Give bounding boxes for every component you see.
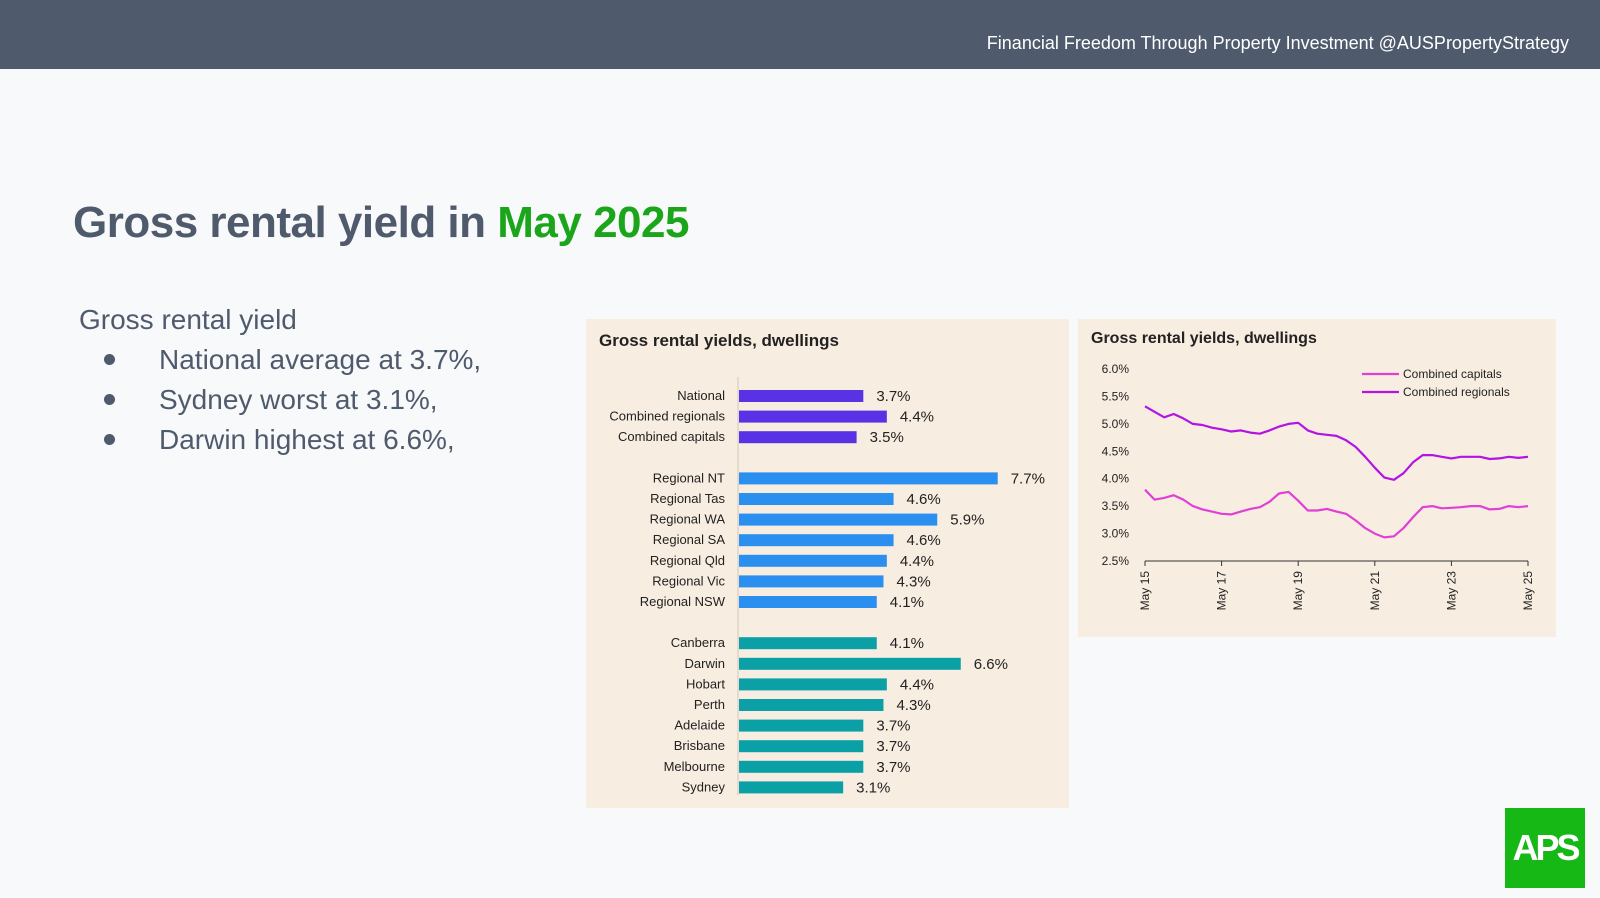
bar: [739, 493, 894, 505]
y-tick-label: 6.0%: [1102, 362, 1130, 376]
x-tick-label: May 17: [1215, 571, 1229, 611]
bar-category-label: Regional SA: [653, 532, 726, 547]
bar-category-label: Regional WA: [650, 512, 726, 527]
bar-value-label: 3.7%: [876, 738, 910, 755]
y-tick-label: 3.0%: [1102, 527, 1130, 541]
bar-value-label: 3.1%: [856, 779, 890, 796]
bar-category-label: Regional NSW: [640, 594, 726, 609]
y-tick-label: 5.5%: [1102, 389, 1130, 403]
bar-category-label: Regional Qld: [650, 553, 725, 568]
bar-value-label: 4.3%: [896, 573, 930, 590]
bar: [739, 513, 938, 526]
series-line: [1144, 405, 1529, 481]
bar: [739, 431, 857, 444]
bar: [739, 554, 887, 567]
bar-category-label: National: [677, 388, 725, 403]
page-title: Gross rental yield in May 2025: [73, 198, 689, 248]
series-line: [1144, 488, 1529, 539]
bullet-dot-icon: [104, 434, 115, 445]
bar-value-label: 3.7%: [876, 388, 910, 405]
bullet-dot-icon: [104, 394, 115, 405]
bar: [739, 575, 884, 588]
bar: [739, 699, 884, 711]
bullet-section: Gross rental yield National average at 3…: [79, 304, 481, 460]
bar-value-label: 6.6%: [974, 656, 1008, 673]
x-tick-label: May 23: [1444, 571, 1458, 611]
title-highlight: May 2025: [497, 198, 689, 247]
bar-category-label: Canberra: [671, 635, 726, 650]
bar-category-label: Darwin: [685, 656, 725, 671]
y-tick-label: 3.5%: [1102, 499, 1130, 513]
bar: [739, 760, 864, 773]
bar: [739, 472, 998, 485]
logo-text: APS: [1512, 827, 1580, 868]
bar-category-label: Adelaide: [674, 718, 725, 733]
line-chart-panel: Gross rental yields, dwellings 6.0% 5.5% 5…: [1078, 319, 1556, 637]
x-tick-label: May 19: [1291, 571, 1305, 611]
bar-value-label: 4.1%: [890, 635, 924, 652]
aps-logo: APS: [1505, 808, 1585, 888]
bar: [739, 678, 887, 691]
bullet-item: Sydney worst at 3.1%,: [79, 380, 481, 420]
bar-category-label: Combined capitals: [618, 429, 725, 444]
bar-category-label: Sydney: [682, 779, 726, 794]
bullet-item: Darwin highest at 6.6%,: [79, 420, 481, 460]
y-tick-label: 4.0%: [1102, 472, 1130, 486]
line-chart-title: Gross rental yields, dwellings: [1091, 330, 1317, 347]
bar-category-label: Perth: [694, 697, 725, 712]
x-tick-label: May 15: [1138, 571, 1152, 611]
bar-category-label: Brisbane: [674, 738, 725, 753]
bar: [739, 781, 844, 794]
bar: [739, 637, 877, 650]
legend-label: Combined capitals: [1403, 367, 1502, 381]
y-tick-label: 2.5%: [1102, 554, 1130, 568]
bar-value-label: 4.4%: [900, 676, 934, 693]
bar-value-label: 4.6%: [907, 491, 941, 508]
bullet-text: Darwin highest at 6.6%,: [159, 424, 455, 455]
bar: [739, 390, 864, 402]
bar-chart-panel: Gross rental yields, dwellings National 3…: [586, 319, 1069, 808]
bar-value-label: 4.3%: [896, 697, 930, 714]
bar-value-label: 4.4%: [900, 553, 934, 570]
y-tick-label: 4.5%: [1102, 444, 1130, 458]
bullet-list: National average at 3.7%, Sydney worst a…: [79, 340, 481, 460]
bar-chart: Gross rental yields, dwellings National 3…: [599, 331, 1045, 796]
bar-category-label: Combined regionals: [609, 409, 725, 424]
bar-value-label: 4.4%: [900, 409, 934, 426]
bar: [739, 740, 864, 753]
bullet-text: National average at 3.7%,: [159, 344, 482, 375]
bar: [739, 410, 887, 423]
bar: [739, 596, 877, 608]
x-tick-label: May 21: [1368, 571, 1382, 611]
bar: [739, 534, 894, 547]
bar-value-label: 3.5%: [870, 429, 904, 446]
title-main: Gross rental yield in: [73, 198, 498, 247]
bar-category-label: Melbourne: [664, 759, 725, 774]
header-bar: Financial Freedom Through Property Inves…: [0, 0, 1600, 69]
bullets-heading: Gross rental yield: [79, 304, 297, 335]
line-chart: Gross rental yields, dwellings 6.0% 5.5% 5…: [1091, 330, 1535, 611]
bar: [739, 719, 864, 732]
bar-value-label: 3.7%: [876, 718, 910, 735]
header-tagline: Financial Freedom Through Property Inves…: [986, 33, 1569, 53]
bullet-item: National average at 3.7%,: [79, 340, 481, 380]
bar-value-label: 4.6%: [907, 532, 941, 549]
bar-value-label: 7.7%: [1011, 470, 1045, 487]
bar-value-label: 3.7%: [876, 759, 910, 776]
bar-category-label: Regional NT: [653, 470, 725, 485]
bar-category-label: Hobart: [686, 676, 725, 691]
bullet-dot-icon: [104, 354, 115, 365]
bar-value-label: 5.9%: [950, 512, 984, 529]
x-tick-label: May 25: [1521, 571, 1535, 611]
legend-label: Combined regionals: [1403, 385, 1510, 399]
bar: [739, 657, 961, 670]
bar-category-label: Regional Vic: [652, 573, 725, 588]
bar-category-label: Regional Tas: [650, 491, 725, 506]
bar-value-label: 4.1%: [890, 594, 924, 611]
bullet-text: Sydney worst at 3.1%,: [159, 384, 438, 415]
y-tick-label: 5.0%: [1102, 417, 1130, 431]
bar-chart-title: Gross rental yields, dwellings: [599, 331, 839, 350]
